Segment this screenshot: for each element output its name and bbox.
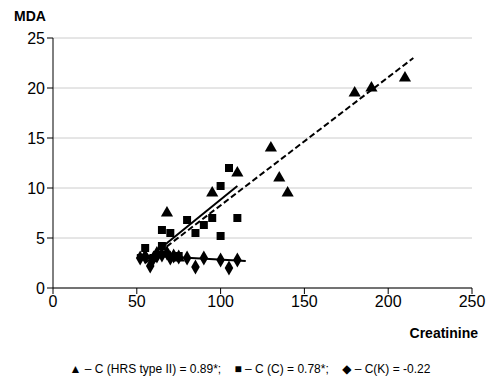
svg-text:20: 20 <box>27 80 45 97</box>
svg-text:100: 100 <box>207 293 234 310</box>
svg-text:250: 250 <box>459 293 486 310</box>
html-text:Creatinine: Creatinine <box>409 325 478 341</box>
svg-text:50: 50 <box>128 293 146 310</box>
svg-text:0: 0 <box>36 280 45 297</box>
html-text:▲ – C (HRS type II) = 0.89*; ■: ▲ – C (HRS type II) = 0.89*; ■ – C (C) =… <box>69 362 431 376</box>
svg-text:150: 150 <box>291 293 318 310</box>
svg-text:15: 15 <box>27 130 45 147</box>
html-text:MDA: MDA <box>14 8 46 24</box>
svg-text:25: 25 <box>27 30 45 47</box>
svg-text:10: 10 <box>27 180 45 197</box>
svg-text:5: 5 <box>36 230 45 247</box>
svg-text:0: 0 <box>49 293 58 310</box>
svg-text:200: 200 <box>375 293 402 310</box>
